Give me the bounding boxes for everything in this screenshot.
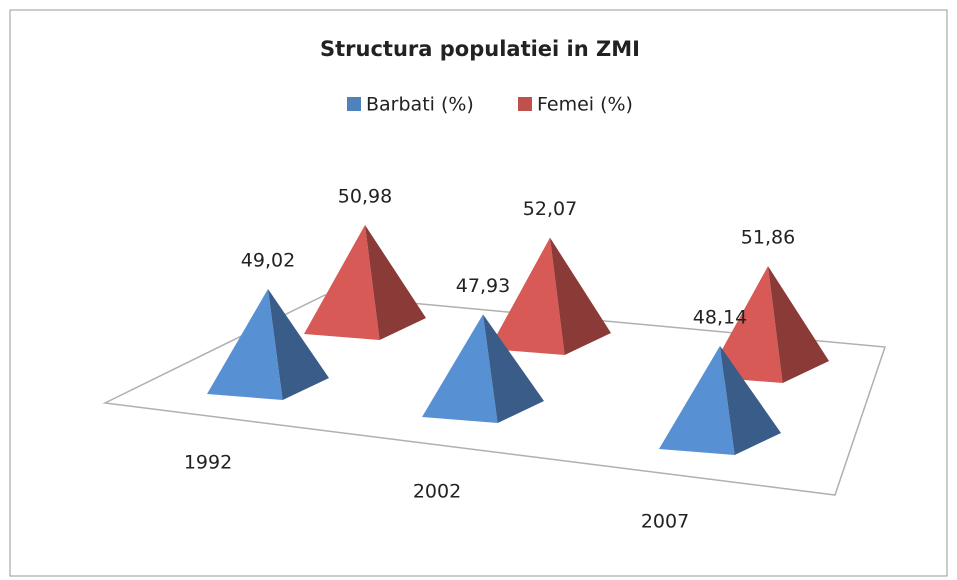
pyramid [207,289,329,400]
chart-title: Structura populatiei in ZMI [320,37,640,61]
x-tick-label: 2002 [413,481,461,503]
legend-swatch [347,97,361,111]
pyramid [422,314,544,423]
pyramid-face [207,289,283,400]
data-label: 52,07 [523,198,577,220]
pyramid-face [707,266,783,383]
legend-swatch [518,97,532,111]
pyramid [659,345,781,455]
x-tick-label: 1992 [184,452,232,474]
data-label: 50,98 [338,185,392,207]
pyramid [707,266,829,383]
pyramid-face [720,345,781,455]
pyramid-face [422,314,498,423]
data-label: 51,86 [741,227,795,249]
pyramid-face [768,266,829,383]
data-label: 49,02 [241,250,295,272]
pyramid-face [365,224,426,340]
data-label: 48,14 [693,306,747,328]
legend-label: Femei (%) [537,94,633,116]
x-tick-label: 2007 [641,511,689,533]
pyramid-face [550,237,611,355]
pyramid-face [304,224,380,340]
pyramid [489,237,611,355]
pyramid-face [659,345,735,455]
legend-label: Barbati (%) [366,94,474,116]
pyramid [304,224,426,340]
data-label: 47,93 [456,275,510,297]
pyramid-face [489,237,565,355]
pyramid-face [268,289,329,400]
pyramid-face [483,314,544,423]
